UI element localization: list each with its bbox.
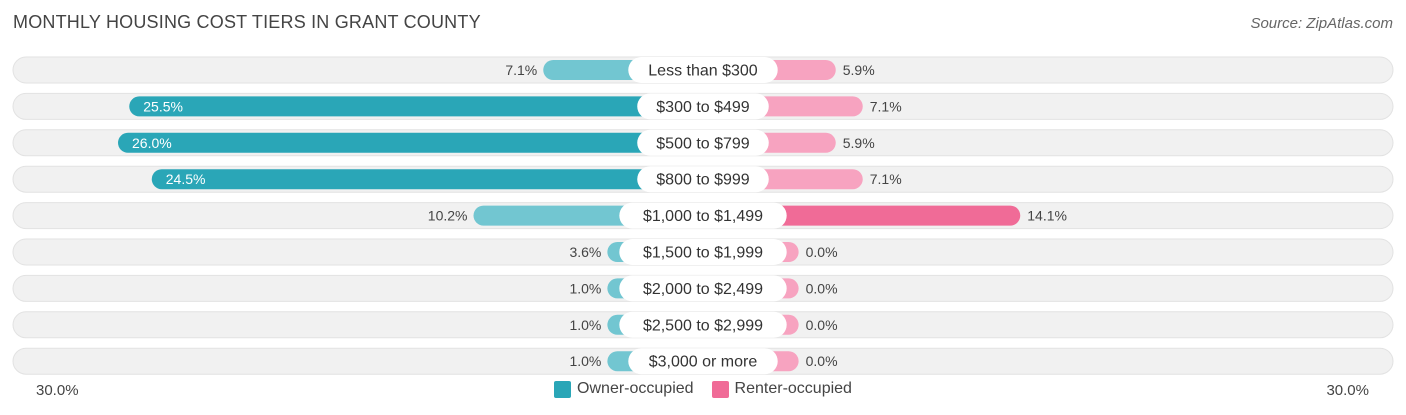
category-label: $1,500 to $1,999 (643, 245, 763, 262)
owner-bar (118, 132, 703, 153)
category-label: $500 to $799 (656, 135, 750, 152)
renter-value-label: 5.9% (843, 135, 875, 151)
category-label: $1,000 to $1,499 (643, 208, 763, 225)
legend-swatch-renter (711, 380, 729, 398)
owner-value-label: 10.2% (428, 208, 468, 224)
renter-value-label: 14.1% (1027, 208, 1067, 224)
owner-value-label: 25.5% (143, 98, 183, 114)
renter-value-label: 7.1% (870, 98, 902, 114)
owner-value-label: 24.5% (166, 171, 206, 187)
category-label: $2,500 to $2,999 (643, 317, 763, 334)
legend-label-renter: Renter-occupied (734, 380, 852, 397)
renter-value-label: 7.1% (870, 171, 902, 187)
legend-label-owner: Owner-occupied (577, 380, 694, 397)
renter-value-label: 0.0% (806, 244, 838, 260)
category-pill (619, 239, 787, 265)
legend-item-owner: Owner-occupied (554, 380, 694, 398)
category-pill (637, 129, 769, 156)
legend: Owner-occupied Renter-occupied (0, 380, 1406, 398)
owner-value-label: 3.6% (569, 244, 601, 260)
category-pill (628, 348, 778, 375)
renter-value-label: 5.9% (843, 62, 875, 78)
category-label: $800 to $999 (656, 172, 750, 189)
category-label: Less than $300 (648, 63, 758, 80)
category-pill (637, 93, 769, 120)
category-pill (637, 166, 769, 193)
renter-value-label: 0.0% (806, 317, 838, 333)
owner-bar (129, 96, 703, 117)
source-label: Source: ZipAtlas.com (1250, 15, 1393, 32)
owner-value-label: 1.0% (569, 280, 601, 296)
axis-min-label: 30.0% (36, 382, 79, 399)
category-pill (628, 57, 778, 83)
owner-value-label: 7.1% (505, 62, 537, 78)
category-label: $2,000 to $2,499 (643, 281, 763, 298)
chart-title: MONTHLY HOUSING COST TIERS IN GRANT COUN… (13, 12, 481, 32)
category-pill (619, 275, 787, 302)
owner-value-label: 1.0% (569, 317, 601, 333)
axis-max-label: 30.0% (1326, 382, 1369, 399)
category-pill (619, 311, 787, 338)
owner-value-label: 1.0% (569, 353, 601, 369)
renter-value-label: 0.0% (806, 353, 838, 369)
category-label: $3,000 or more (649, 354, 758, 371)
legend-item-renter: Renter-occupied (711, 380, 852, 398)
category-label: $300 to $499 (656, 99, 750, 116)
owner-bar (151, 169, 703, 190)
renter-value-label: 0.0% (806, 280, 838, 296)
category-pill (619, 202, 787, 229)
legend-swatch-owner (554, 380, 572, 398)
owner-value-label: 26.0% (132, 135, 172, 151)
